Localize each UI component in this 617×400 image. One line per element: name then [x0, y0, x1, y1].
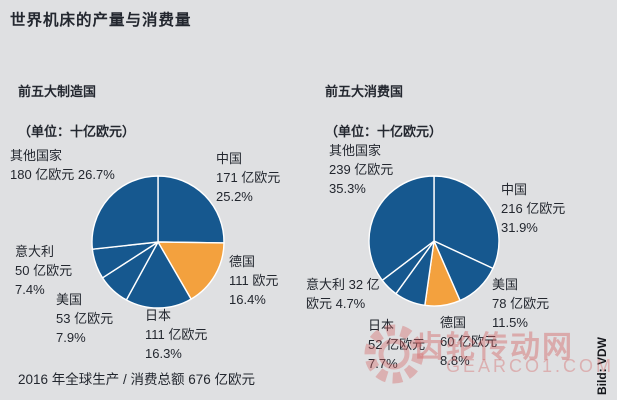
consumption-chart-title: 前五大消费国	[325, 84, 404, 99]
pie-slice-中国	[157, 175, 225, 244]
prod-label-japan: 日本 111 亿欧元 16.3%	[145, 308, 208, 361]
production-chart-title: 前五大制造国	[18, 84, 97, 99]
prod-label-china: 中国 171 亿欧元 25.2%	[216, 151, 281, 204]
pie-slice-德国	[157, 241, 225, 300]
pie-slice-其他国家	[91, 175, 159, 250]
cons-label-usa: 美国 78 亿欧元 11.5%	[492, 277, 550, 330]
prod-label-italy: 意大利 50 亿欧元 7.4%	[15, 244, 73, 297]
cons-label-others: 其他国家 239 亿欧元 35.3%	[329, 143, 394, 196]
page-title: 世界机床的产量与消费量	[10, 12, 192, 29]
image-credit: Bild: VDW	[595, 337, 609, 395]
production-chart-unit: （单位：十亿欧元）	[18, 124, 136, 139]
cons-label-italy: 意大利 32 亿 欧元 4.7%	[306, 277, 380, 311]
cons-label-china: 中国 216 亿欧元 31.9%	[501, 182, 566, 235]
pie-slice-日本	[125, 241, 192, 309]
production-chart-heading: 前五大制造国 （单位：十亿欧元）	[18, 62, 135, 162]
consumption-chart-heading: 前五大消费国 （单位：十亿欧元）	[325, 62, 442, 162]
total-footnote: 2016 年全球生产 / 消费总额 676 亿欧元	[18, 372, 256, 387]
cons-label-japan: 日本 52 亿欧元 7.7%	[368, 318, 426, 371]
prod-label-others: 其他国家 180 亿欧元 26.7%	[10, 148, 115, 182]
consumption-chart-unit: （单位：十亿欧元）	[325, 124, 443, 139]
prod-label-usa: 美国 53 亿欧元 7.9%	[56, 292, 114, 345]
cons-label-germany: 德国 60 亿欧元 8.8%	[440, 315, 498, 368]
production-pie-chart	[91, 175, 225, 309]
pie-slice-其他国家	[368, 175, 435, 282]
prod-label-germany: 德国 111 欧元 16.4%	[229, 254, 279, 307]
consumption-pie-chart	[368, 175, 500, 307]
pie-slice-中国	[433, 175, 500, 270]
